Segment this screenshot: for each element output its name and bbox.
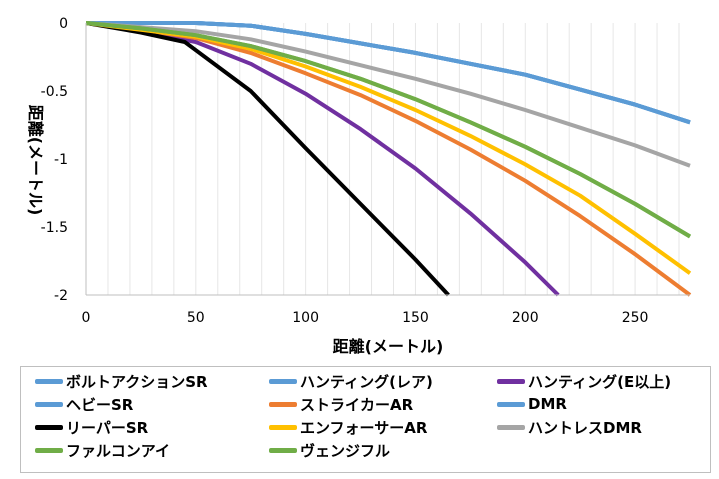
x-tick-label: 200	[512, 310, 539, 326]
legend-label: ハンティング(E以上)	[528, 372, 672, 391]
grid-lines	[107, 23, 680, 295]
legend-label: DMR	[528, 395, 567, 413]
series-line-10	[85, 21, 692, 239]
legend-swatch	[35, 378, 63, 384]
series-line-8	[85, 21, 691, 168]
legend-item: ストライカーAR	[269, 393, 413, 415]
x-tick-label: 50	[187, 310, 205, 326]
y-axis-title: 距離(メートル)	[26, 105, 45, 216]
y-tick-label: -1.5	[41, 220, 68, 236]
x-tick-label: 0	[82, 310, 91, 326]
legend-swatch	[497, 378, 525, 384]
series-line-9	[85, 21, 692, 239]
legend-swatch	[497, 401, 525, 407]
legend-swatch	[497, 424, 525, 430]
legend-swatch	[269, 378, 297, 384]
legend-swatch	[269, 447, 297, 453]
legend-item: リーパーSR	[35, 416, 148, 438]
legend-item: ボルトアクションSR	[35, 370, 208, 392]
x-tick-label: 250	[622, 310, 649, 326]
legend-item: ハントレスDMR	[497, 416, 642, 438]
legend-label: ストライカーAR	[300, 395, 414, 414]
tick-labels: 0 50 100 150 200 250 0 -0.5 -1 -1.5 -2	[41, 16, 649, 326]
series-line-6	[85, 21, 450, 297]
legend-swatch	[35, 424, 63, 430]
line-chart: 0 50 100 150 200 250 0 -0.5 -1 -1.5 -2 距離(メートル) 距離…	[26, 16, 692, 356]
axes	[85, 23, 690, 296]
legend-swatch	[35, 401, 63, 407]
x-tick-label: 100	[292, 310, 319, 326]
legend-item: ハンティング(レア)	[269, 370, 433, 392]
legend-label: ボルトアクションSR	[66, 372, 208, 391]
legend-swatch	[269, 424, 297, 430]
legend-swatch	[35, 447, 63, 453]
series-line-5	[86, 21, 691, 125]
legend-item: エンフォーサーAR	[269, 416, 427, 438]
series-lines	[85, 21, 692, 297]
series-line-4	[85, 21, 692, 297]
legend-label: ハンティング(レア)	[300, 372, 433, 391]
legend-item: DMR	[497, 393, 567, 415]
legend-label: ヘビーSR	[66, 395, 134, 414]
legend-label: ヴェンジフル	[300, 441, 391, 460]
y-tick-label: 0	[59, 16, 68, 32]
legend-label: エンフォーサーAR	[300, 418, 428, 437]
legend-item: ハンティング(E以上)	[497, 370, 671, 392]
x-axis-title: 距離(メートル)	[333, 337, 444, 356]
legend-item: ヘビーSR	[35, 393, 133, 415]
legend-item: ファルコンアイ	[35, 439, 170, 461]
legend-item: ヴェンジフル	[269, 439, 390, 461]
legend-swatch	[269, 401, 297, 407]
y-tick-label: -0.5	[41, 84, 68, 100]
legend: ボルトアクションSR ハンティング(レア) ハンティング(E以上) ヘビーSR ストライ…	[20, 366, 711, 473]
x-tick-label: 150	[402, 310, 429, 326]
legend-label: ハントレスDMR	[528, 418, 642, 437]
y-tick-label: -1	[54, 152, 68, 168]
y-tick-label: -2	[54, 288, 68, 304]
legend-label: リーパーSR	[66, 418, 149, 437]
legend-label: ファルコンアイ	[66, 441, 170, 460]
